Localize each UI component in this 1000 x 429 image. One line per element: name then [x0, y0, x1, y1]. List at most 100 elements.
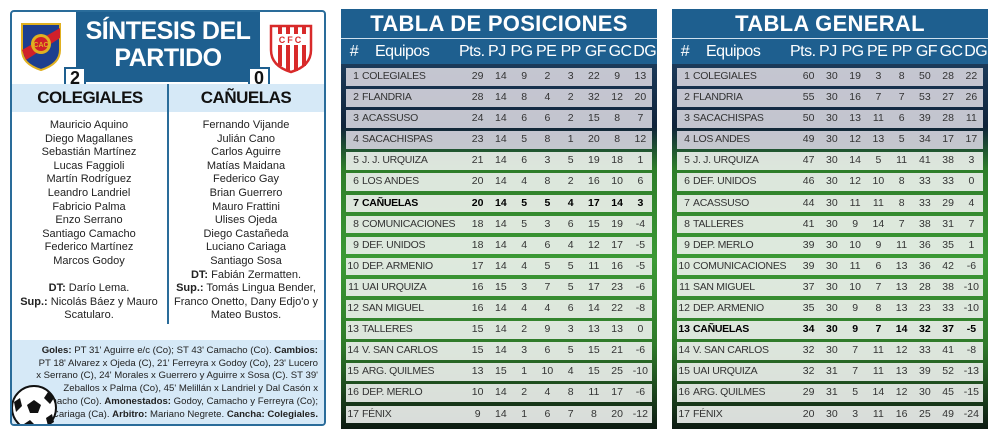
team-cell: DEP. MERLO: [362, 386, 423, 399]
stat-cell-pp: 4: [567, 196, 574, 209]
position-cell: 15: [678, 365, 690, 378]
stat-cell-pts: 18: [471, 217, 484, 230]
stat-cell-pe: 6: [544, 407, 551, 420]
stat-cell-pj: 14: [495, 217, 507, 230]
stat-cell-pg: 1: [521, 407, 528, 420]
stat-cell-pp: 3: [567, 70, 574, 82]
stat-cell-pe: 3: [544, 217, 551, 230]
table-row: 7 ACASSUSO 44 30 11 11 8 33 29 4: [677, 194, 983, 213]
table-row: 12 SAN MIGUEL 16 14 4 4 6 14 22 -8: [346, 300, 652, 318]
stat-cell-pe: 8: [875, 302, 882, 315]
stat-cell-dg: -5: [635, 259, 646, 272]
stat-cell-gf: 22: [588, 70, 600, 82]
stat-cell-dg: 17: [965, 133, 978, 146]
standings-table: TABLA DE POSICIONES # Equipos Pts. PJ PG PE PP…: [341, 9, 657, 429]
stat-cell-gf: 19: [588, 154, 600, 167]
position-cell: 15: [347, 365, 359, 378]
stat-cell-gf: 33: [919, 344, 931, 357]
stat-cell-dg: -24: [963, 407, 979, 420]
team-cell: SAN MIGUEL: [693, 280, 755, 293]
stat-cell-gf: 8: [590, 407, 597, 420]
stat-cell-pts: 15: [471, 323, 484, 336]
stat-cell-pts: 60: [802, 70, 815, 82]
table-row: 13 TALLERES 15 14 2 9 3 13 13 0: [346, 321, 652, 339]
stat-cell-gc: 18: [611, 154, 623, 167]
player-name: Leandro Landriel: [47, 186, 131, 199]
column-header: PE: [535, 43, 557, 60]
stat-cell-pts: 39: [802, 238, 815, 251]
title-line-2: PARTIDO: [114, 44, 222, 72]
stat-cell-pj: 30: [826, 196, 838, 209]
stat-cell-pj: 14: [495, 196, 507, 209]
column-header: Pts.: [459, 43, 485, 60]
stat-cell-pj: 14: [495, 154, 507, 167]
position-cell: 1: [684, 70, 690, 82]
team-cell: ARG. QUILMES: [362, 365, 435, 378]
subs-text: PT 18' Alvarez x Ojeda (C), 21' Ferreyra…: [36, 357, 318, 407]
goals-label: Goles:: [41, 345, 72, 356]
stat-cell-pe: 11: [872, 365, 884, 378]
stat-cell-dg: 4: [968, 196, 975, 209]
stat-cell-pj: 30: [826, 302, 838, 315]
team-cell: CAÑUELAS: [362, 196, 418, 209]
stat-cell-pts: 46: [802, 175, 815, 188]
position-cell: 17: [678, 407, 690, 420]
stat-cell-gf: 32: [919, 323, 931, 336]
team-cell: V. SAN CARLOS: [362, 344, 438, 357]
player-name: Matías Maidana: [206, 159, 286, 172]
stat-cell-pts: 49: [802, 133, 815, 146]
stat-cell-dg: 22: [965, 70, 978, 82]
stat-cell-pe: 11: [872, 112, 884, 125]
team-cell: ACASSUSO: [362, 112, 418, 125]
player-name: Luciano Cariaga: [205, 241, 287, 254]
stat-cell-pe: 14: [872, 386, 885, 399]
table-row: 10 COMUNICACIONES 39 30 11 6 13 36 42 -6: [677, 257, 983, 276]
stat-cell-pe: 7: [875, 280, 882, 293]
stat-cell-pg: 9: [852, 217, 859, 230]
stat-cell-gc: 31: [942, 217, 954, 230]
venue-text: Colegiales.: [264, 408, 318, 420]
position-cell: 6: [684, 175, 690, 188]
stat-cell-gc: 38: [942, 280, 954, 293]
column-header: PG: [841, 43, 864, 60]
stat-cell-pg: 12: [849, 175, 861, 188]
stat-cell-pp: 11: [896, 238, 908, 251]
stat-cell-dg: 7: [637, 112, 644, 125]
stat-cell-pe: 11: [872, 344, 884, 357]
team-cell: CAÑUELAS: [693, 323, 749, 336]
stat-cell-pp: 6: [567, 217, 574, 230]
stat-cell-pj: 14: [495, 112, 507, 125]
stat-cell-pg: 7: [852, 344, 859, 357]
stat-cell-pg: 5: [521, 196, 528, 209]
stat-cell-pts: 16: [471, 302, 484, 315]
stat-cell-pe: 8: [544, 133, 551, 146]
title-line-1: SÍNTESIS DEL: [85, 17, 251, 45]
stat-cell-pj: 31: [826, 365, 838, 378]
position-cell: 9: [684, 238, 690, 251]
team-cell: TALLERES: [362, 323, 413, 336]
stat-cell-pts: 34: [802, 323, 815, 336]
stat-cell-dg: -15: [963, 386, 979, 399]
substitutes-line: Sup.: Nicolás Báez y Mauro Scatularo.: [12, 296, 166, 323]
stat-cell-pp: 2: [567, 112, 574, 125]
stat-cell-gc: 9: [614, 70, 621, 82]
stat-cell-gf: 14: [588, 302, 600, 315]
stat-cell-dg: 3: [968, 154, 975, 167]
stat-cell-pg: 14: [849, 154, 861, 167]
stat-cell-gf: 13: [588, 323, 600, 336]
position-cell: 17: [347, 407, 359, 420]
stat-cell-pp: 5: [567, 280, 574, 293]
stat-cell-gc: 14: [611, 196, 623, 209]
stat-cell-pp: 12: [895, 386, 908, 399]
table-row: 15 UAI URQUIZA 32 31 7 11 13 39 52 -13: [677, 363, 983, 381]
away-score: 0: [248, 67, 270, 89]
stat-cell-pe: 6: [875, 259, 882, 272]
stat-cell-pp: 8: [567, 386, 574, 399]
stat-cell-dg: 26: [965, 91, 978, 104]
stat-cell-gc: 29: [942, 196, 954, 209]
position-cell: 4: [353, 133, 359, 146]
stat-cell-pp: 5: [567, 259, 574, 272]
stat-cell-pj: 30: [826, 323, 838, 336]
home-lineup: Mauricio Aquino Diego Magallanes Sebastián…: [12, 119, 166, 323]
stat-cell-pe: 10: [541, 365, 554, 378]
